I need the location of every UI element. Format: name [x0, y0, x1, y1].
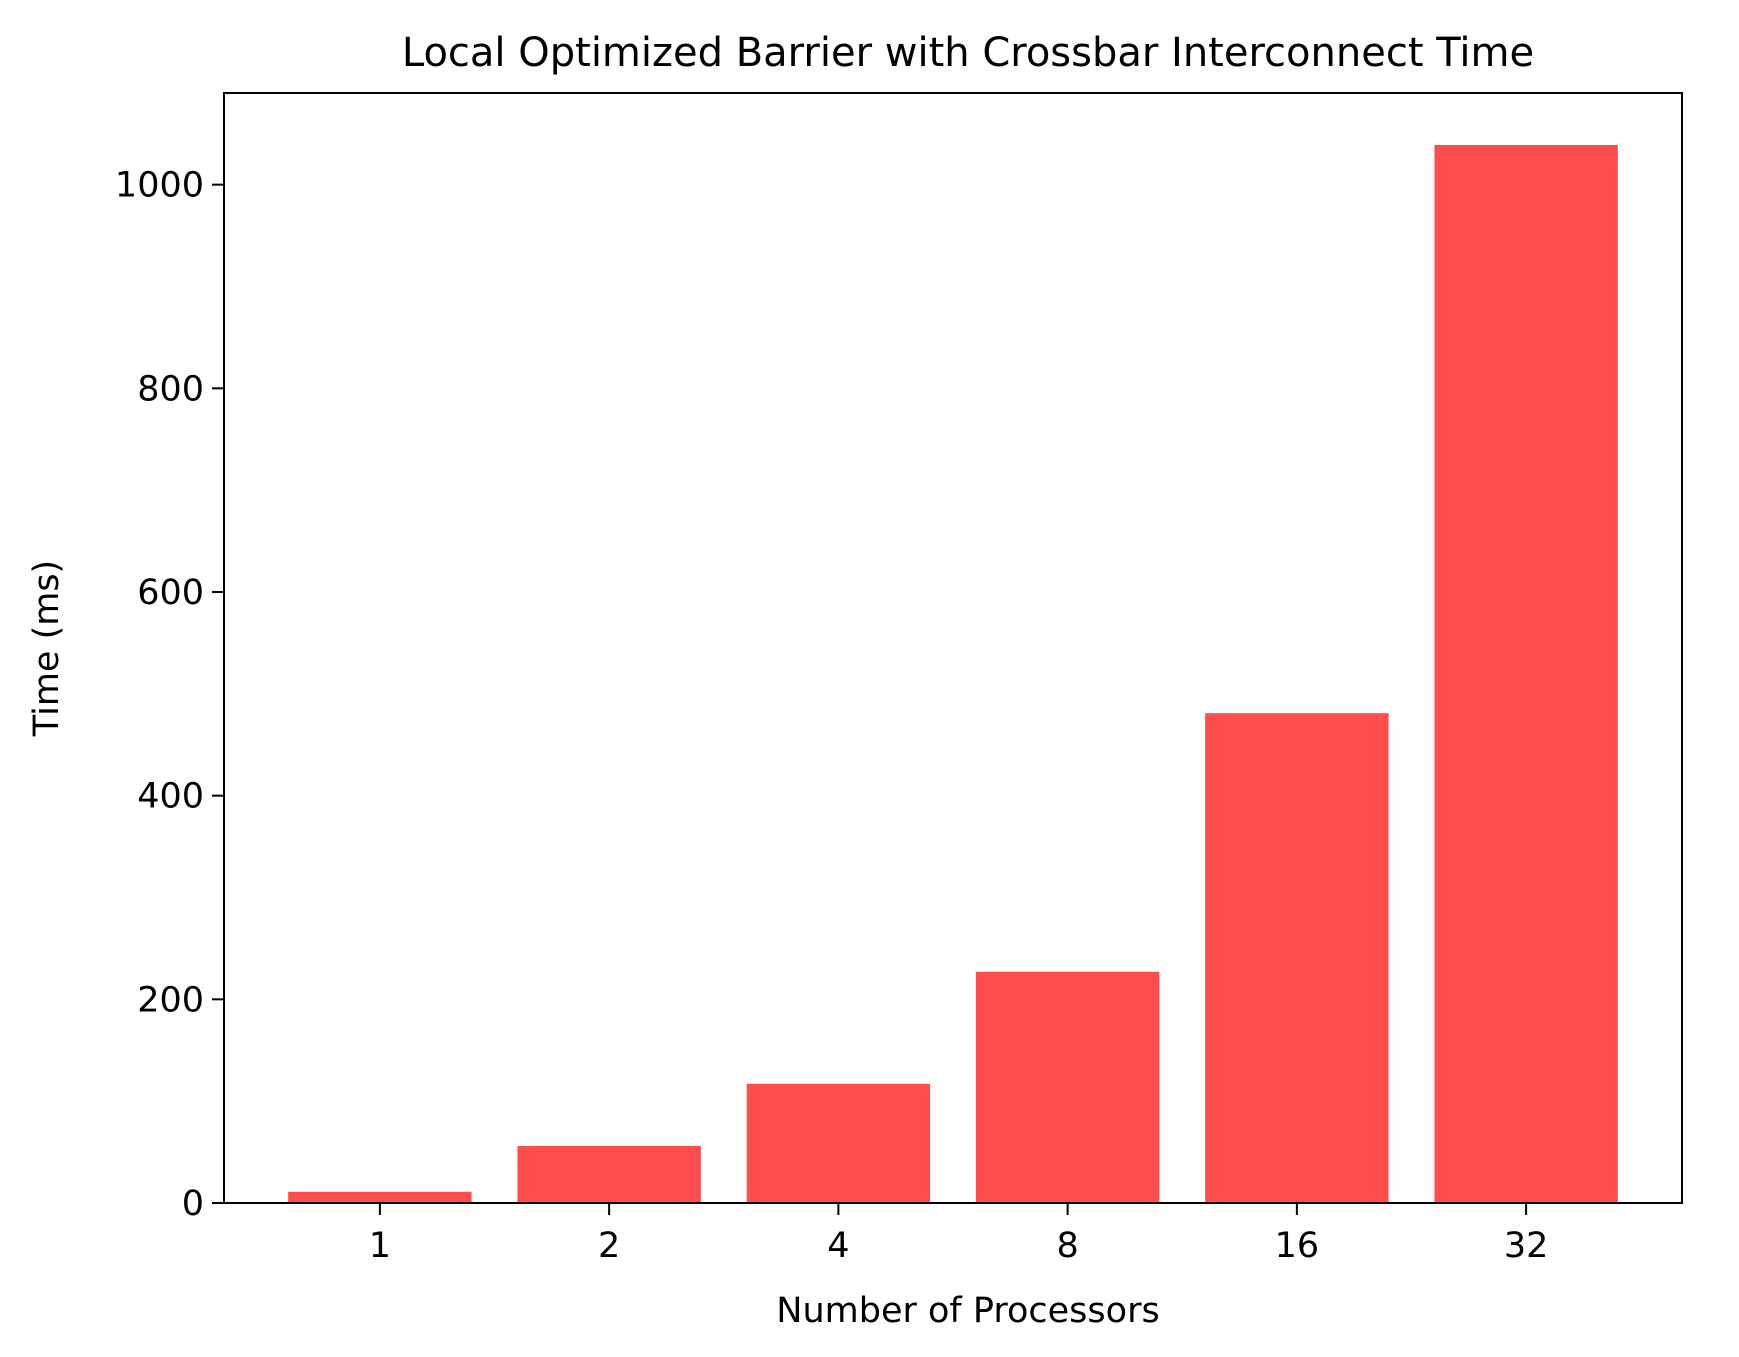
- chart-title: Local Optimized Barrier with Crossbar In…: [402, 30, 1534, 76]
- y-axis-label: Time (ms): [27, 560, 67, 737]
- y-tick-label: 1000: [115, 166, 204, 206]
- bar-4: [746, 1083, 931, 1203]
- x-axis: 1 2 4 8 16 32: [369, 1203, 1549, 1266]
- y-tick-label: 0: [182, 1184, 204, 1224]
- bar-32: [1434, 144, 1618, 1203]
- x-tick-label: 1: [369, 1226, 391, 1266]
- bar-16: [1205, 713, 1389, 1203]
- y-tick-label: 800: [137, 369, 204, 409]
- y-tick-label: 600: [137, 573, 204, 613]
- x-tick-label: 16: [1275, 1226, 1320, 1266]
- x-axis-label: Number of Processors: [776, 1291, 1159, 1331]
- x-tick-label: 2: [598, 1226, 620, 1266]
- y-axis: 0 200 400 600 800 1000: [115, 166, 224, 1224]
- y-tick-label: 200: [137, 980, 204, 1020]
- bar-2: [517, 1145, 701, 1203]
- x-tick-label: 4: [827, 1226, 849, 1266]
- y-tick-label: 400: [137, 777, 204, 817]
- plot-frame: [223, 92, 1683, 1204]
- bar-1: [288, 1191, 472, 1203]
- bars-layer: [288, 144, 1618, 1203]
- x-tick-label: 32: [1504, 1226, 1549, 1266]
- bar-8: [975, 971, 1160, 1203]
- x-tick-label: 8: [1056, 1226, 1078, 1266]
